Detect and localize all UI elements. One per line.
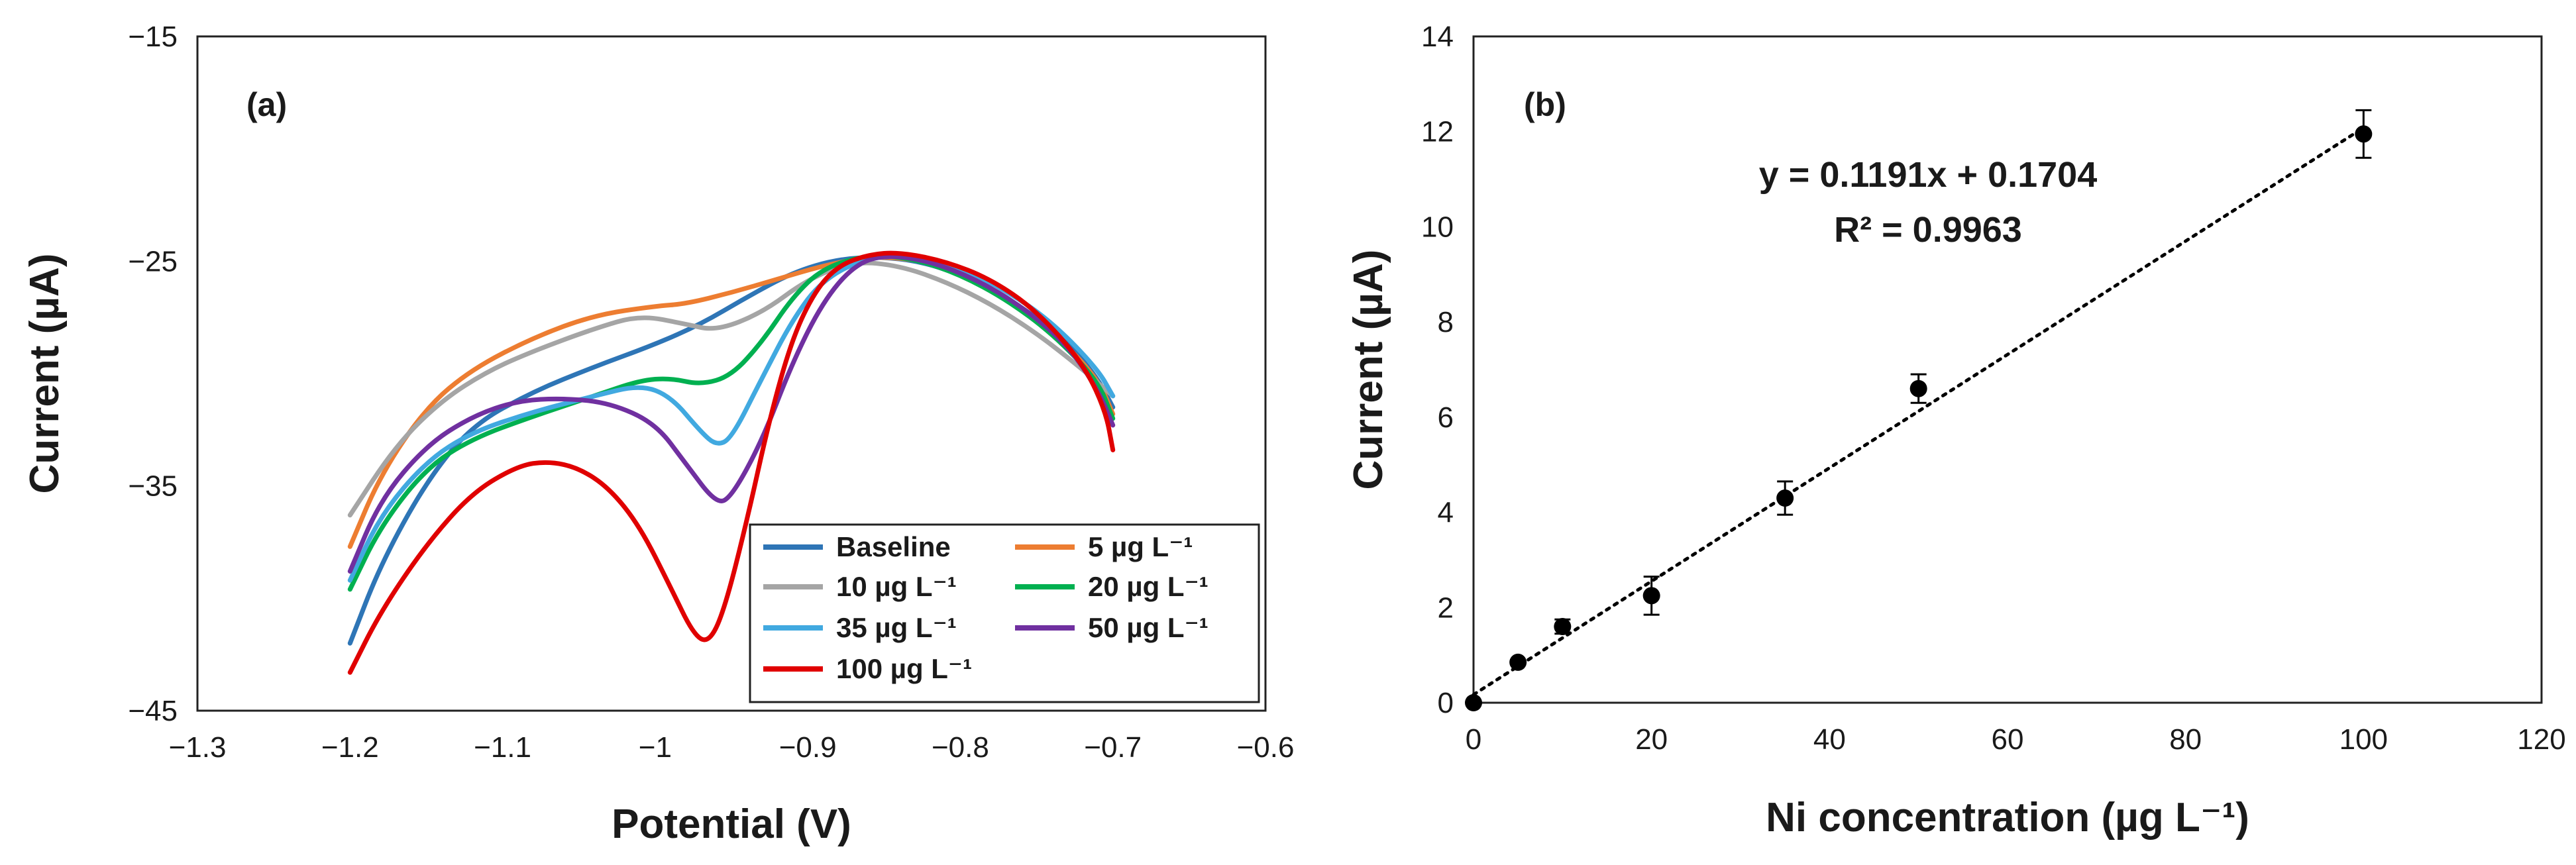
x-tick-label: 80	[2169, 723, 2202, 756]
x-tick-label: −1.3	[169, 731, 227, 764]
x-tick-label: −0.8	[932, 731, 989, 764]
x-tick-label: −0.7	[1084, 731, 1142, 764]
data-point	[1909, 380, 1927, 397]
plot-area-frame	[1472, 35, 2543, 704]
legend-item-35: 35 µg L⁻¹	[763, 612, 957, 643]
x-tick-label: −0.6	[1237, 731, 1295, 764]
legend-label: 10 µg L⁻¹	[836, 571, 957, 602]
legend-label: 5 µg L⁻¹	[1088, 531, 1193, 562]
legend-item-100: 100 µg L⁻¹	[763, 653, 972, 684]
legend-item-50: 50 µg L⁻¹	[1015, 612, 1208, 643]
x-tick-labels: −1.3 −1.2 −1.1 −1 −0.9 −0.8 −0.7 −0.6	[169, 731, 1295, 764]
data-point	[1554, 618, 1572, 636]
y-tick-label: 10	[1421, 211, 1454, 243]
y-tick-label: 2	[1438, 591, 1454, 624]
y-tick-label: 8	[1438, 306, 1454, 338]
trendline-line	[1472, 126, 2365, 697]
trendline	[1472, 126, 2365, 697]
panel-label: (a)	[246, 86, 287, 123]
x-tick-label: 0	[1466, 723, 1481, 756]
x-tick-label: −1	[639, 731, 672, 764]
legend: Baseline 5 µg L⁻¹ 10 µg L⁻¹ 20 µg L⁻¹ 35…	[749, 523, 1260, 703]
chart-panel-a: −1.3 −1.2 −1.1 −1 −0.9 −0.8 −0.7 −0.6 −15 −25 −35…	[22, 21, 1294, 847]
legend-label: 50 µg L⁻¹	[1088, 612, 1208, 643]
x-tick-label: −1.2	[321, 731, 379, 764]
regression-equation: y = 0.1191x + 0.1704	[1759, 155, 2098, 195]
y-tick-label: 14	[1421, 21, 1454, 53]
x-tick-labels: 0 20 40 60 80 100 120	[1466, 723, 2566, 756]
series-line-5	[347, 254, 1116, 574]
data-point	[1642, 587, 1660, 605]
x-tick-label: 20	[1635, 723, 1668, 756]
data-point	[1776, 489, 1794, 507]
y-tick-label: −15	[128, 21, 178, 53]
legend-label: Baseline	[836, 531, 951, 562]
x-tick-label: 100	[2339, 723, 2388, 756]
series-line-3	[347, 254, 1116, 592]
x-tick-label: 120	[2517, 723, 2565, 756]
data-point	[2355, 125, 2373, 143]
legend-label: 100 µg L⁻¹	[836, 653, 972, 684]
x-tick-label: −0.9	[779, 731, 837, 764]
series-line-2	[347, 260, 1116, 518]
plot-area-frame	[196, 35, 1267, 712]
x-axis-title: Ni concentration (µg L⁻¹)	[1766, 795, 2249, 840]
r-squared: R² = 0.9963	[1834, 210, 2022, 250]
y-tick-labels: −15 −25 −35 −45	[128, 21, 178, 727]
y-axis-title: Current (µA)	[22, 254, 68, 494]
y-tick-label: 4	[1438, 497, 1454, 529]
x-tick-label: 60	[1992, 723, 2024, 756]
y-tick-label: 6	[1438, 401, 1454, 434]
x-tick-label: 40	[1813, 723, 1846, 756]
series-line-6	[347, 250, 1116, 675]
y-axis-title: Current (µA)	[1346, 250, 1391, 490]
voltammogram-lines	[347, 250, 1116, 675]
y-tick-label: −35	[128, 470, 178, 503]
y-tick-label: 0	[1438, 687, 1454, 719]
y-tick-label: 12	[1421, 116, 1454, 148]
data-points	[1465, 109, 2373, 711]
legend-label: 35 µg L⁻¹	[836, 612, 957, 643]
legend-item-baseline: Baseline	[763, 531, 951, 562]
y-tick-label: −25	[128, 245, 178, 278]
legend-item-20: 20 µg L⁻¹	[1015, 571, 1208, 602]
x-axis-title: Potential (V)	[612, 801, 851, 847]
panel-label: (b)	[1524, 86, 1566, 123]
legend-label: 20 µg L⁻¹	[1088, 571, 1208, 602]
legend-item-5: 5 µg L⁻¹	[1015, 531, 1193, 562]
y-tick-label: −45	[128, 695, 178, 727]
chart-panel-b: 0 20 40 60 80 100 120 0 2 4 6 8 10 12 14 (b) y = 0.11…	[1346, 21, 2566, 840]
x-tick-label: −1.1	[474, 731, 531, 764]
data-point	[1509, 653, 1527, 671]
legend-box	[749, 523, 1260, 703]
y-tick-labels: 0 2 4 6 8 10 12 14	[1421, 21, 1454, 719]
legend-item-10: 10 µg L⁻¹	[763, 571, 957, 602]
data-point	[1465, 694, 1482, 711]
